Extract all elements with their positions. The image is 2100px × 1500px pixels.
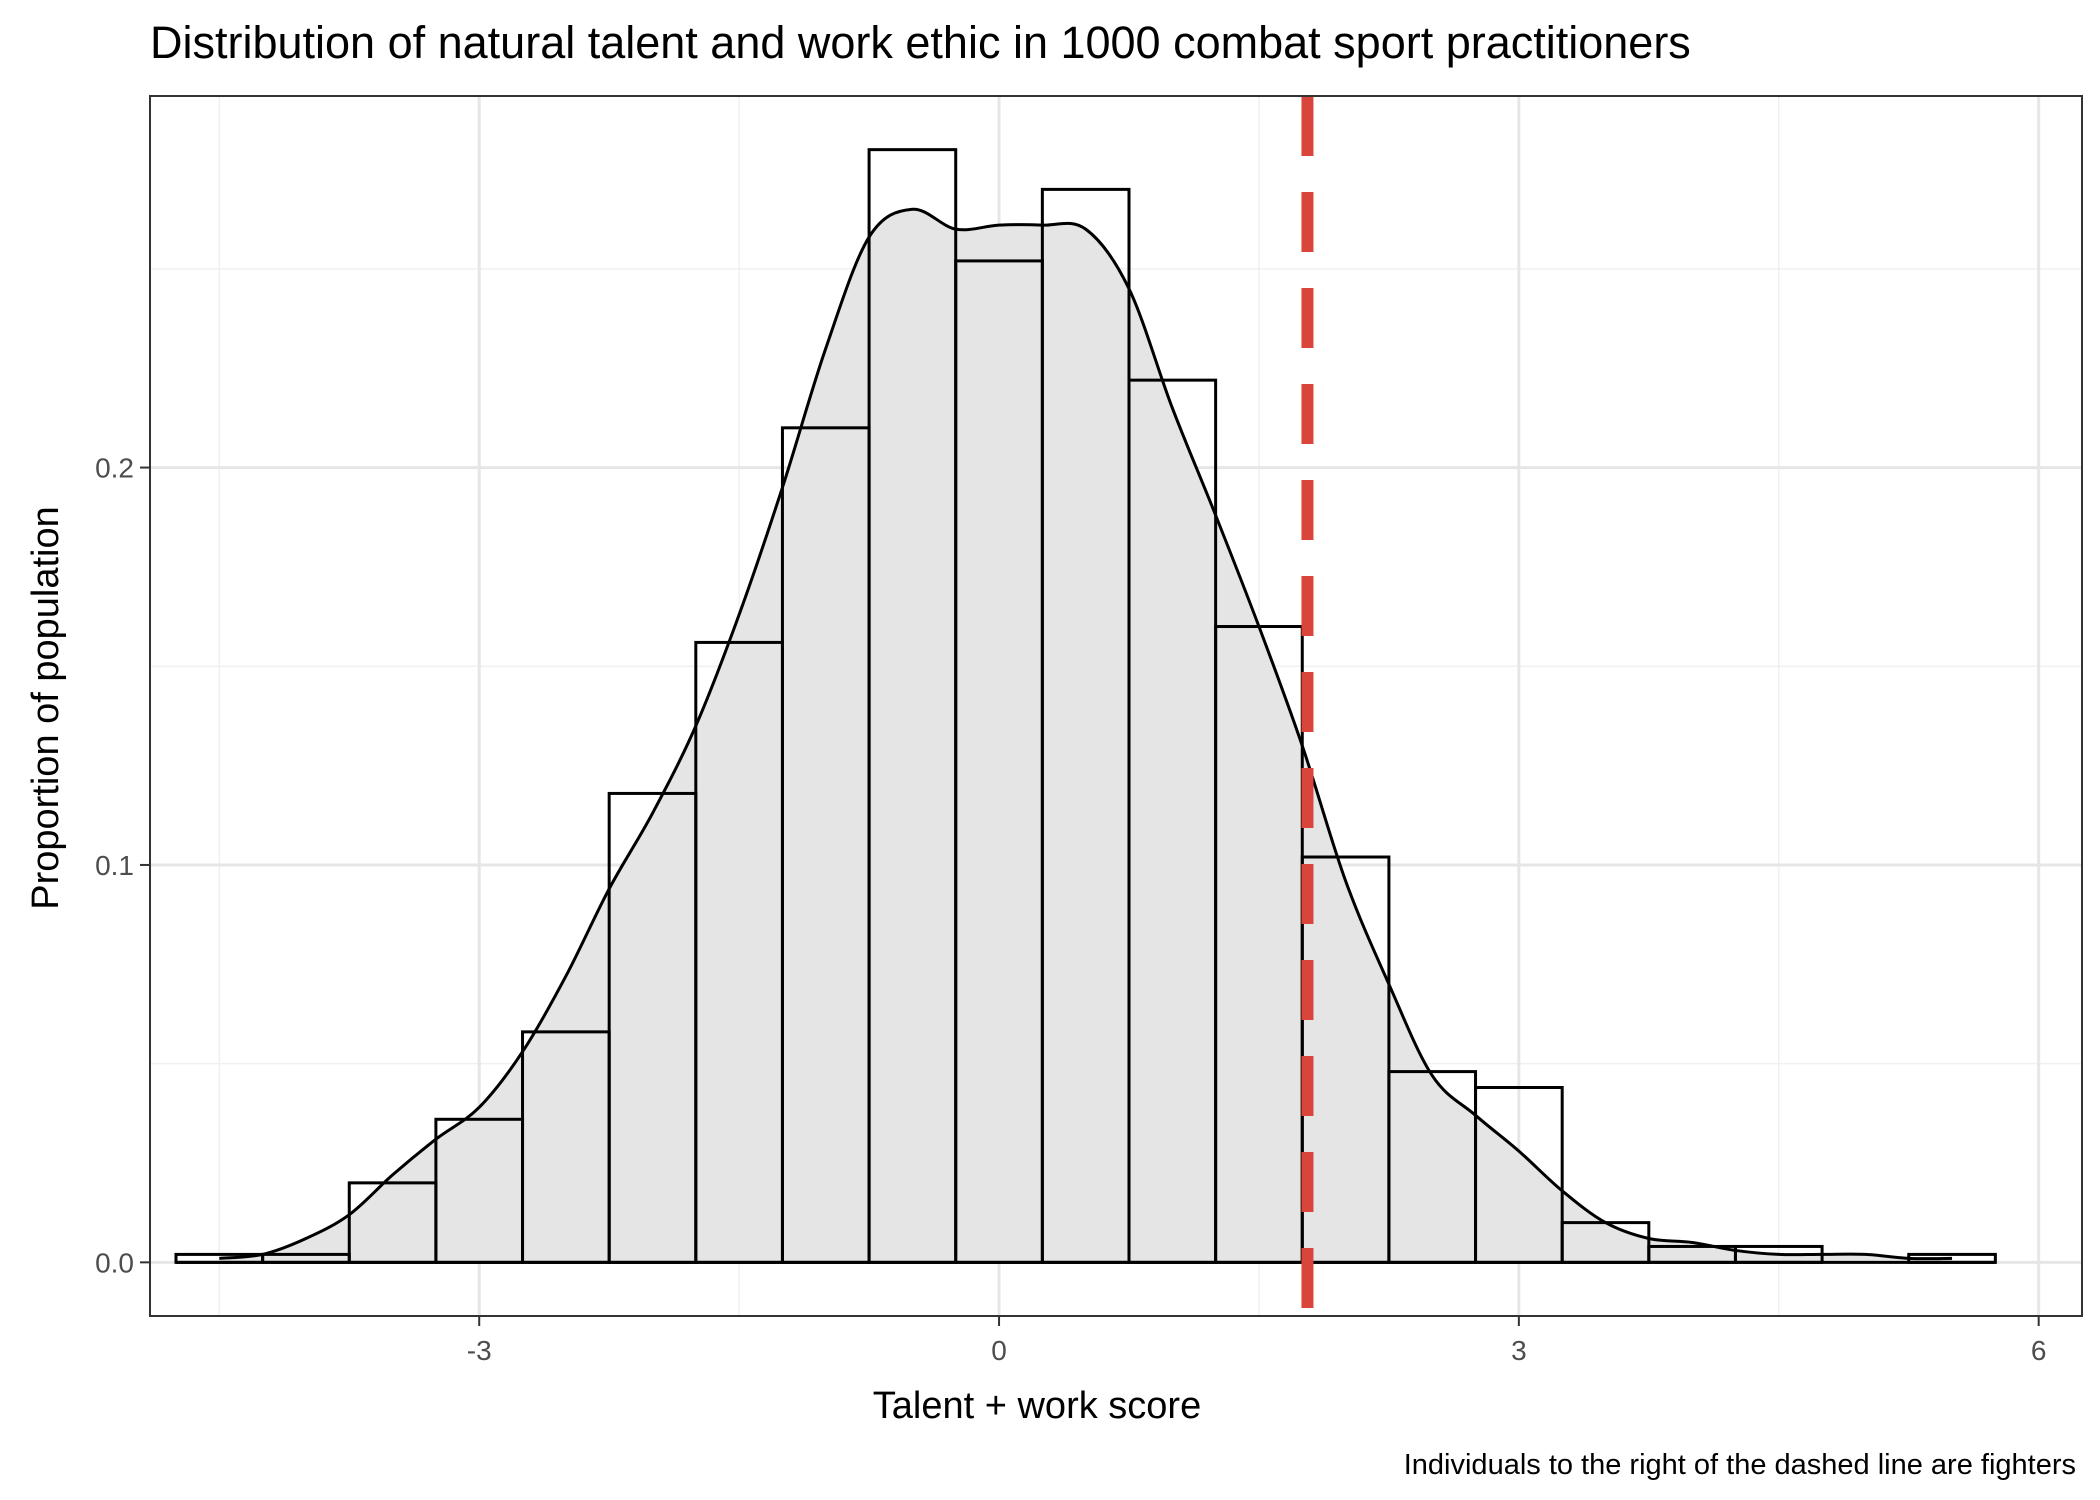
x-tick-label: 6 bbox=[2031, 1335, 2047, 1366]
y-axis: 0.0 0.1 0.2 bbox=[95, 453, 150, 1278]
y-axis-title: Proportion of population bbox=[25, 506, 67, 910]
density-curve bbox=[219, 207, 1953, 1261]
x-axis-title: Talent + work score bbox=[873, 1385, 1201, 1427]
plot-panel bbox=[149, 95, 2083, 1317]
x-tick-label: -3 bbox=[467, 1335, 492, 1366]
y-tick-label: 0.0 bbox=[95, 1247, 134, 1278]
x-tick-label: 3 bbox=[1511, 1335, 1527, 1366]
density-area bbox=[219, 209, 1953, 1263]
panel-border bbox=[149, 95, 2083, 1317]
chart-title: Distribution of natural talent and work … bbox=[150, 17, 1691, 68]
y-tick-label: 0.1 bbox=[95, 850, 134, 881]
chart-caption: Individuals to the right of the dashed l… bbox=[1404, 1449, 2076, 1481]
y-tick-label: 0.2 bbox=[95, 453, 134, 484]
x-tick-label: 0 bbox=[991, 1335, 1007, 1366]
x-axis: -3 0 3 6 bbox=[467, 1316, 2047, 1366]
